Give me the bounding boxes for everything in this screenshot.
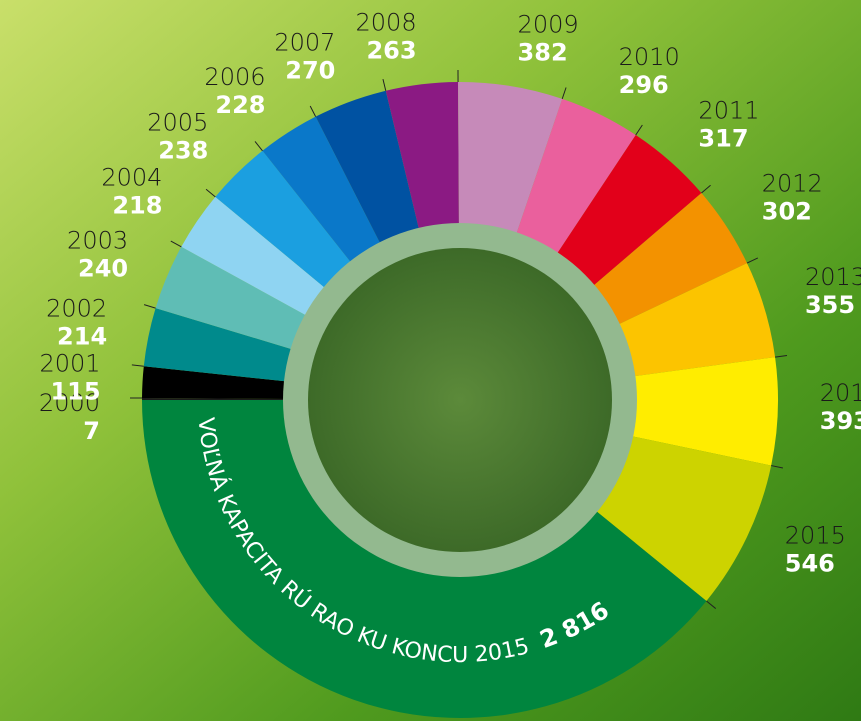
year-label: 2001 <box>39 350 100 378</box>
value-label: 7 <box>83 417 100 445</box>
value-label: 228 <box>215 91 265 119</box>
year-label: 2012 <box>762 170 823 198</box>
year-label: 2015 <box>785 521 846 549</box>
year-label: 2008 <box>356 9 417 37</box>
value-label: 546 <box>785 549 835 577</box>
value-label: 214 <box>57 323 107 351</box>
chart: VOĽNÁ KAPACITA RÚ RAO KU KONCU 20152 816… <box>0 0 861 721</box>
value-label: 393 <box>820 407 861 435</box>
value-label: 382 <box>518 39 568 67</box>
year-label: 2006 <box>204 63 265 91</box>
value-label: 240 <box>78 254 128 282</box>
value-label: 263 <box>366 37 416 65</box>
value-label: 238 <box>158 137 208 165</box>
inner-hole <box>308 248 612 552</box>
value-label: 270 <box>285 56 335 84</box>
value-label: 302 <box>762 198 812 226</box>
year-label: 2013 <box>805 263 861 291</box>
year-label: 2007 <box>274 28 335 56</box>
year-label: 2011 <box>698 96 759 124</box>
year-label: 2004 <box>101 163 162 191</box>
year-label: 2002 <box>46 295 107 323</box>
value-label: 296 <box>619 71 669 99</box>
year-label: 2010 <box>619 43 680 71</box>
year-label: 2003 <box>67 226 128 254</box>
year-label: 2014 <box>820 379 861 407</box>
year-label: 2005 <box>147 109 208 137</box>
value-label: 355 <box>805 291 855 319</box>
value-label: 218 <box>112 191 162 219</box>
year-label: 2009 <box>518 11 579 39</box>
value-label: 115 <box>50 378 100 406</box>
value-label: 317 <box>698 124 748 152</box>
